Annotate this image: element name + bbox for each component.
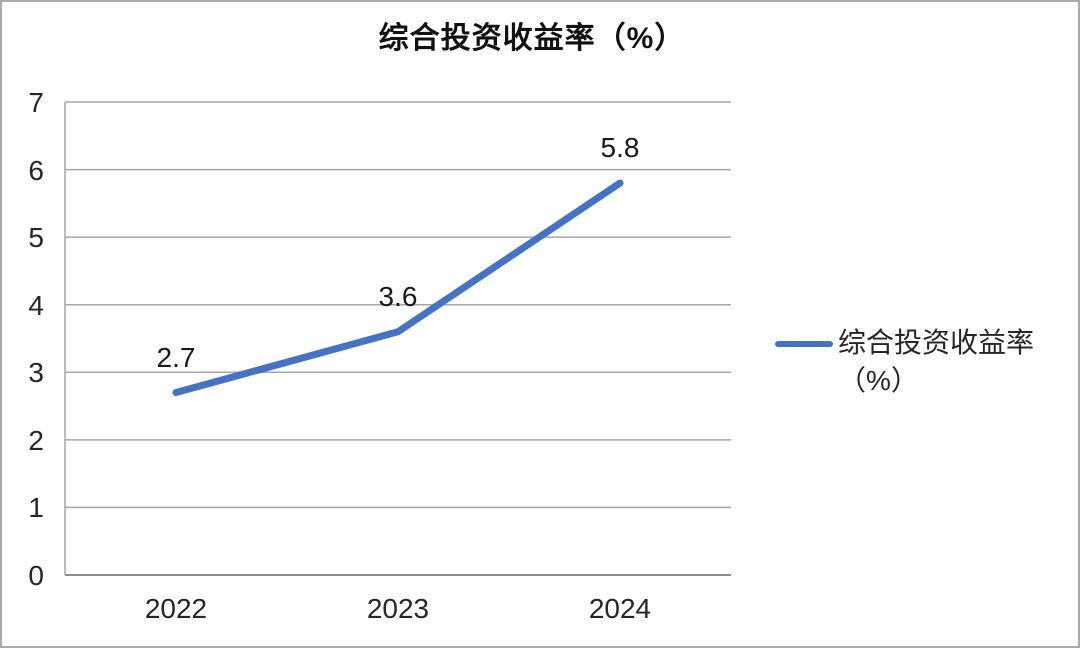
x-axis-tick-label: 2022 (144, 593, 208, 624)
chart-title: 综合投资收益率（%） (378, 22, 686, 55)
y-axis-tick-label: 0 (28, 560, 44, 591)
y-axis-tick-label: 3 (28, 357, 44, 389)
series-line (172, 179, 624, 397)
y-axis-tick-label: 6 (28, 154, 44, 186)
y-axis-tick-label: 1 (28, 492, 44, 524)
y-axis-tick-label: 4 (28, 289, 44, 321)
legend-line-swatch (775, 341, 833, 347)
data-label: 5.8 (600, 132, 640, 164)
legend-series-label: 综合投资收益率（%） (838, 327, 1035, 396)
data-label: 3.6 (378, 280, 418, 312)
x-axis-tick-label: 2024 (588, 593, 652, 624)
y-axis-tick-label: 2 (28, 424, 44, 456)
data-label: 2.7 (156, 341, 196, 373)
y-axis-tick-label: 5 (28, 222, 44, 254)
x-axis-tick-label: 2023 (366, 593, 430, 624)
y-axis-tick-label: 7 (28, 87, 44, 118)
